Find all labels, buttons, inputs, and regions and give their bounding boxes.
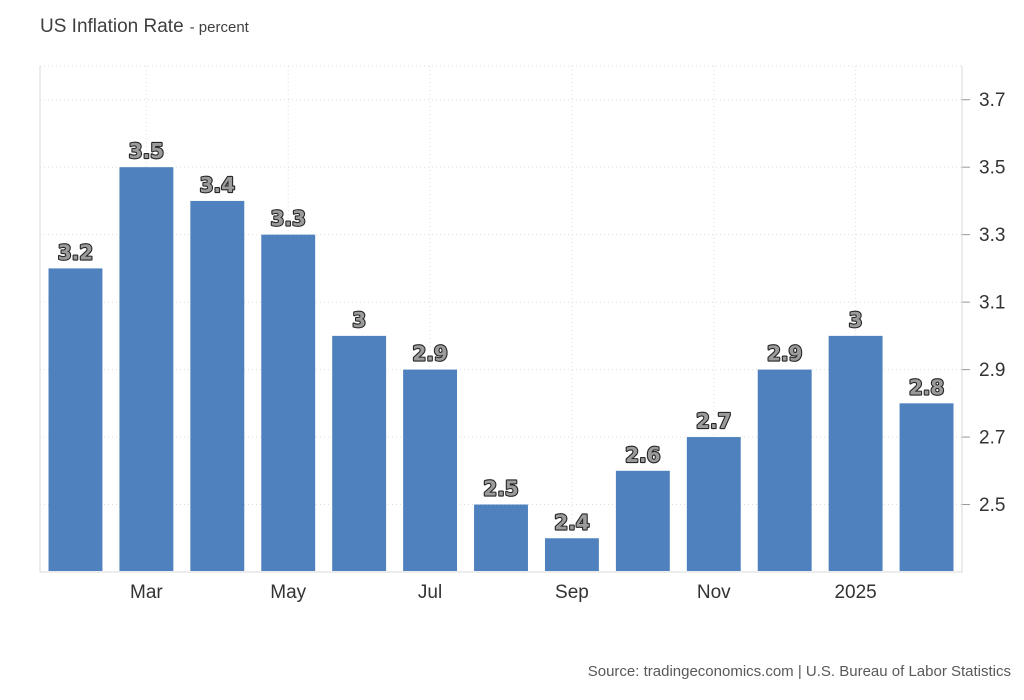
bar-value-label: 2.7 (696, 409, 731, 433)
bar[interactable] (190, 200, 245, 571)
bar-value-label: 2.6 (625, 443, 660, 467)
bar-value-label-halo: 2.6 (625, 443, 660, 467)
bar[interactable] (686, 437, 741, 571)
bar[interactable] (261, 234, 316, 571)
chart-header: US Inflation Rate - percent (40, 16, 249, 38)
bar-value-label-halo: 2.4 (554, 510, 589, 534)
bar-value-label: 2.4 (554, 510, 589, 534)
bar[interactable] (332, 335, 387, 571)
bar-value-label: 2.8 (909, 375, 944, 399)
bar-value-label: 3.3 (271, 207, 306, 231)
bar-value-label-halo: 3.4 (200, 173, 235, 197)
bar[interactable] (403, 369, 458, 571)
y-axis-tick-label: 3.1 (979, 293, 1005, 314)
plot-border (39, 66, 963, 573)
bar[interactable] (544, 538, 599, 571)
x-axis-tick-label: Jul (418, 582, 442, 603)
bar[interactable] (899, 403, 954, 571)
bar-value-label-halo: 2.7 (696, 409, 731, 433)
y-axis-tick-label: 2.9 (979, 360, 1005, 381)
x-axis-tick-label: 2025 (834, 582, 876, 603)
bar[interactable] (474, 504, 528, 571)
bar-value-label-halo: 3.5 (129, 139, 164, 163)
bar-value-label-halo: 2.9 (412, 342, 447, 366)
bar-value-label: 2.9 (767, 342, 802, 366)
bar-value-label: 2.9 (412, 342, 447, 366)
bar-value-label: 3.2 (58, 240, 93, 264)
bar-value-label: 3 (352, 308, 366, 332)
bar-value-label: 2.5 (483, 477, 518, 501)
bar-value-label-halo: 2.8 (909, 375, 944, 399)
bar[interactable] (828, 335, 883, 571)
bar[interactable] (119, 167, 174, 571)
bar-value-label: 3.4 (200, 173, 235, 197)
bar-value-label: 3 (849, 308, 863, 332)
x-axis-tick-label: May (270, 582, 306, 603)
bar-value-label-halo: 2.9 (767, 342, 802, 366)
x-axis-tick-label: Nov (697, 582, 731, 603)
bar[interactable] (757, 369, 812, 571)
y-axis-tick-label: 3.7 (979, 90, 1005, 111)
chart-subtitle: - percent (189, 19, 249, 36)
y-axis-tick-label: 3.3 (979, 225, 1005, 246)
bar-value-label-halo: 3.3 (271, 207, 306, 231)
x-axis-tick-label: Mar (130, 582, 163, 603)
bar-value-label-halo: 3 (352, 308, 366, 332)
bar[interactable] (615, 470, 670, 571)
source-attribution: Source: tradingeconomics.com | U.S. Bure… (587, 663, 1011, 680)
x-axis-tick-label: Sep (555, 582, 589, 603)
y-axis-tick-label: 2.5 (979, 495, 1005, 516)
bar[interactable] (48, 268, 103, 571)
chart-title: US Inflation Rate (40, 16, 184, 37)
y-axis-tick-label: 2.7 (979, 428, 1005, 449)
bar-value-label-halo: 3.2 (58, 240, 93, 264)
bar-value-label-halo: 2.5 (483, 477, 518, 501)
y-axis-tick-label: 3.5 (979, 158, 1005, 179)
bar-value-label: 3.5 (129, 139, 164, 163)
bar-value-label-halo: 3 (849, 308, 863, 332)
inflation-bar-chart: 3.23.23.53.53.43.43.33.3332.92.92.52.52.… (39, 65, 1005, 603)
